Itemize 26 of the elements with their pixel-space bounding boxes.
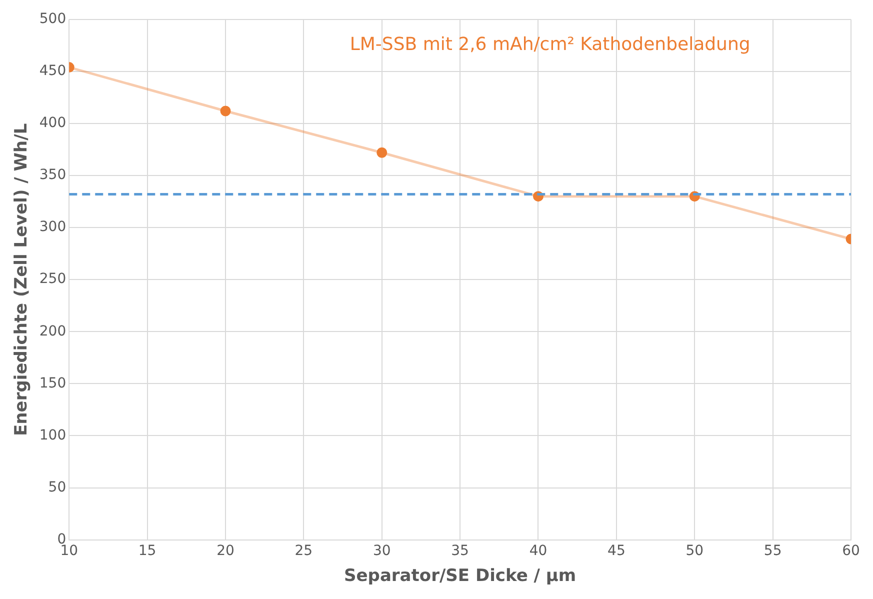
y-tick-label: 450 [39, 63, 66, 80]
x-tick-label: 30 [372, 542, 391, 559]
y-tick-label: 200 [39, 323, 66, 340]
y-tick-label: 300 [39, 219, 66, 236]
x-tick-label: 35 [451, 542, 469, 559]
x-tick-label: 20 [216, 542, 234, 559]
y-tick-label: 350 [39, 167, 66, 184]
text: LM-SSB mit 2,6 mAh/cm² Kathodenbeladung [350, 34, 750, 56]
y-tick-label: 250 [39, 271, 66, 288]
x-tick-label: 45 [608, 542, 626, 559]
x-tick-label: 55 [764, 542, 782, 559]
x-tick-label: 50 [686, 542, 704, 559]
y-axis-title: Energiedichte (Zell Level) / Wh/L [12, 123, 32, 436]
x-tick-label: 25 [294, 542, 313, 559]
point [220, 106, 231, 116]
y-tick-label: 150 [39, 375, 66, 392]
y-tick-label: 100 [39, 427, 66, 444]
y-tick-label: 500 [39, 11, 66, 28]
x-tick-label: 40 [529, 542, 548, 559]
x-tick-label: 60 [842, 542, 860, 559]
x-tick-label: 15 [138, 542, 156, 559]
x-tick-label: 10 [60, 542, 78, 559]
y-tick-label: 400 [39, 115, 66, 132]
x-axis-title: Separator/SE Dicke / µm [344, 566, 576, 586]
y-tick-label: 50 [48, 479, 66, 496]
point [376, 147, 388, 158]
